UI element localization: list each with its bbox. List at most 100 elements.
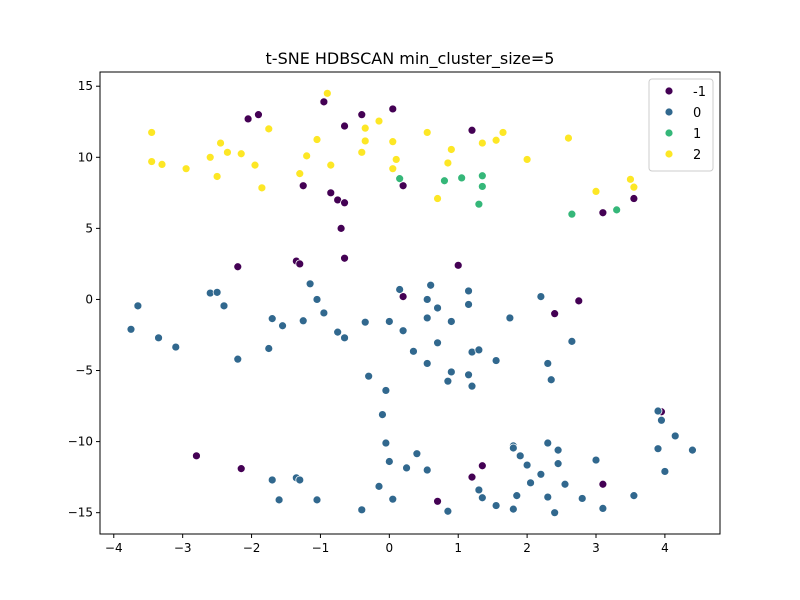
point-cluster-2-11	[264, 124, 274, 134]
point-cluster-0-32	[464, 286, 473, 296]
point-cluster--1-7	[298, 181, 308, 191]
point-cluster--1-28	[598, 479, 608, 489]
point-cluster-2-7	[223, 147, 232, 157]
point-cluster-0-56	[295, 475, 305, 485]
point-cluster-0-18	[364, 371, 374, 381]
x-tick-label-4: 4	[661, 541, 669, 555]
y-tick-label--5: −5	[75, 364, 93, 378]
legend-marker--1	[664, 86, 674, 96]
point-cluster-0-40	[536, 292, 546, 302]
point-cluster-0-35	[464, 370, 473, 380]
point-cluster--1-5	[340, 121, 349, 131]
point-cluster-0-42	[546, 375, 556, 385]
point-cluster-2-30	[498, 128, 508, 137]
point-cluster--1-24	[236, 464, 246, 474]
point-cluster-0-60	[474, 485, 484, 495]
point-cluster-2-16	[322, 88, 332, 98]
point-cluster-0-8	[267, 314, 277, 324]
point-cluster-0-50	[357, 505, 367, 515]
y-tick-label-0: 0	[85, 292, 93, 306]
point-cluster-0-85	[688, 445, 697, 455]
point-cluster-0-36	[467, 381, 477, 391]
point-cluster-0-46	[381, 438, 391, 448]
point-cluster--1-6	[467, 125, 477, 135]
point-cluster-1-2	[457, 173, 467, 183]
point-cluster--1-19	[453, 260, 463, 270]
point-cluster--1-4	[388, 104, 398, 114]
point-cluster--1-26	[467, 472, 477, 482]
point-cluster-0-3	[171, 342, 181, 352]
point-cluster-0-28	[433, 338, 442, 348]
point-cluster--1-21	[574, 296, 584, 306]
point-cluster-2-9	[250, 160, 260, 170]
legend-marker-2	[664, 149, 674, 159]
point-cluster--1-27	[433, 496, 442, 506]
legend-label--1: -1	[693, 85, 706, 100]
point-cluster-0-7	[233, 354, 243, 364]
point-cluster-2-28	[477, 138, 487, 148]
point-cluster-2-10	[257, 183, 267, 193]
point-cluster-0-26	[426, 280, 436, 290]
point-cluster-1-0	[395, 174, 405, 184]
point-cluster-0-15	[333, 327, 343, 337]
plot-frame	[99, 71, 721, 535]
point-cluster-0-62	[491, 501, 501, 510]
point-cluster-0-1	[126, 324, 136, 334]
point-cluster-0-66	[522, 460, 532, 470]
point-cluster--1-20	[398, 292, 408, 302]
point-cluster-0-82	[653, 444, 663, 454]
y-axis: −15 −10 −5 0 5 10 15	[68, 79, 100, 520]
point-cluster-0-84	[660, 467, 670, 476]
point-cluster-0-65	[515, 451, 525, 461]
point-cluster-2-17	[357, 147, 367, 157]
point-cluster-2-1	[147, 157, 157, 166]
point-cluster-0-72	[553, 445, 563, 455]
point-cluster-0-0	[133, 301, 143, 311]
point-cluster-1-4	[477, 182, 487, 191]
point-cluster-0-16	[340, 333, 349, 343]
point-cluster-0-86	[629, 491, 639, 501]
point-cluster-0-51	[402, 463, 411, 473]
point-cluster-0-25	[422, 295, 432, 304]
x-tick-label-2: 2	[523, 541, 531, 555]
point-cluster-0-44	[381, 386, 391, 395]
point-cluster-2-23	[391, 155, 401, 164]
point-cluster-0-45	[378, 410, 387, 419]
point-cluster-2-33	[591, 187, 601, 196]
point-cluster-0-69	[508, 504, 518, 514]
point-cluster-2-26	[446, 145, 456, 154]
point-cluster-2-32	[564, 133, 573, 143]
point-cluster-0-73	[553, 459, 563, 469]
point-cluster-0-79	[598, 504, 608, 513]
legend-marker-0	[664, 107, 674, 117]
point-cluster-2-5	[212, 172, 222, 181]
chart-title: t-SNE HDBSCAN min_cluster_size=5	[266, 49, 555, 69]
point-cluster-0-13	[312, 295, 322, 304]
point-cluster-0-80	[653, 406, 663, 416]
point-cluster-0-49	[388, 494, 398, 504]
point-cluster-0-59	[312, 495, 322, 505]
legend-marker-1	[664, 128, 674, 138]
point-cluster-2-34	[626, 174, 635, 184]
point-cluster-0-57	[267, 475, 277, 485]
x-tick-label-0: 0	[386, 541, 394, 555]
point-cluster--1-1	[254, 110, 263, 120]
point-cluster-0-70	[536, 469, 546, 479]
point-cluster-0-23	[422, 359, 432, 368]
point-cluster-2-22	[388, 164, 398, 174]
point-cluster-1-7	[612, 205, 622, 215]
point-cluster-1-6	[567, 209, 577, 219]
point-cluster-0-68	[512, 491, 522, 501]
point-cluster-0-33	[464, 300, 473, 309]
point-cluster--1-2	[319, 97, 329, 107]
point-cluster-0-22	[409, 346, 418, 356]
point-cluster-0-61	[477, 493, 487, 503]
point-cluster-2-3	[181, 164, 191, 174]
point-cluster-0-31	[446, 367, 456, 377]
x-axis: −4 −3 −2 −1 0 1 2 3 4	[105, 534, 669, 555]
point-cluster--1-10	[340, 198, 349, 208]
legend-label-1: 1	[693, 127, 701, 142]
point-cluster-2-14	[312, 135, 322, 144]
point-cluster-0-27	[433, 303, 442, 313]
